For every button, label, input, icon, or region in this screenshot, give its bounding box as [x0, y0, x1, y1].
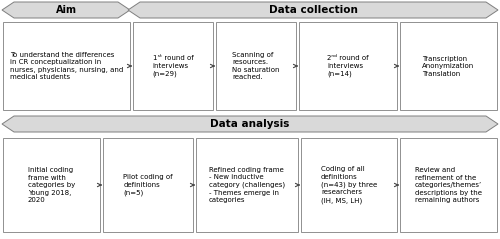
Bar	[400, 138, 497, 232]
Polygon shape	[2, 116, 498, 132]
Text: 1ˢᵗ round of
interviews
(n=29): 1ˢᵗ round of interviews (n=29)	[152, 55, 194, 77]
Bar	[3, 138, 100, 232]
Text: Data analysis: Data analysis	[210, 119, 290, 129]
Text: Scanning of
resources.
No saturation
reached.: Scanning of resources. No saturation rea…	[232, 52, 280, 80]
Text: Pilot coding of
definitions
(n=5): Pilot coding of definitions (n=5)	[123, 174, 173, 196]
Bar	[103, 138, 193, 232]
Text: Review and
refinement of the
categories/themes’
descriptions by the
remaining au: Review and refinement of the categories/…	[415, 167, 482, 203]
Bar	[196, 138, 298, 232]
Text: To understand the differences
in CR conceptualization in
nurses, physicians, nur: To understand the differences in CR conc…	[10, 52, 123, 80]
Polygon shape	[128, 2, 498, 18]
Text: 2ⁿᵈ round of
interviews
(n=14): 2ⁿᵈ round of interviews (n=14)	[327, 55, 369, 77]
Text: Coding of all
definitions
(n=43) by three
researchers
(IH, MS, LH): Coding of all definitions (n=43) by thre…	[321, 167, 377, 203]
Bar	[400, 22, 497, 110]
Text: Transcription
Anonymization
Translation: Transcription Anonymization Translation	[422, 55, 474, 76]
Polygon shape	[2, 2, 130, 18]
Bar	[299, 22, 397, 110]
Text: Refined coding frame
- New inductive
category (challenges)
- Themes emerge in
ca: Refined coding frame - New inductive cat…	[209, 167, 285, 203]
Bar	[133, 22, 213, 110]
Bar	[301, 138, 397, 232]
Bar	[3, 22, 130, 110]
Text: Initial coding
frame with
categories by
Young 2018,
2020: Initial coding frame with categories by …	[28, 167, 75, 203]
Bar	[216, 22, 296, 110]
Text: Aim: Aim	[56, 5, 76, 15]
Text: Data collection: Data collection	[268, 5, 358, 15]
